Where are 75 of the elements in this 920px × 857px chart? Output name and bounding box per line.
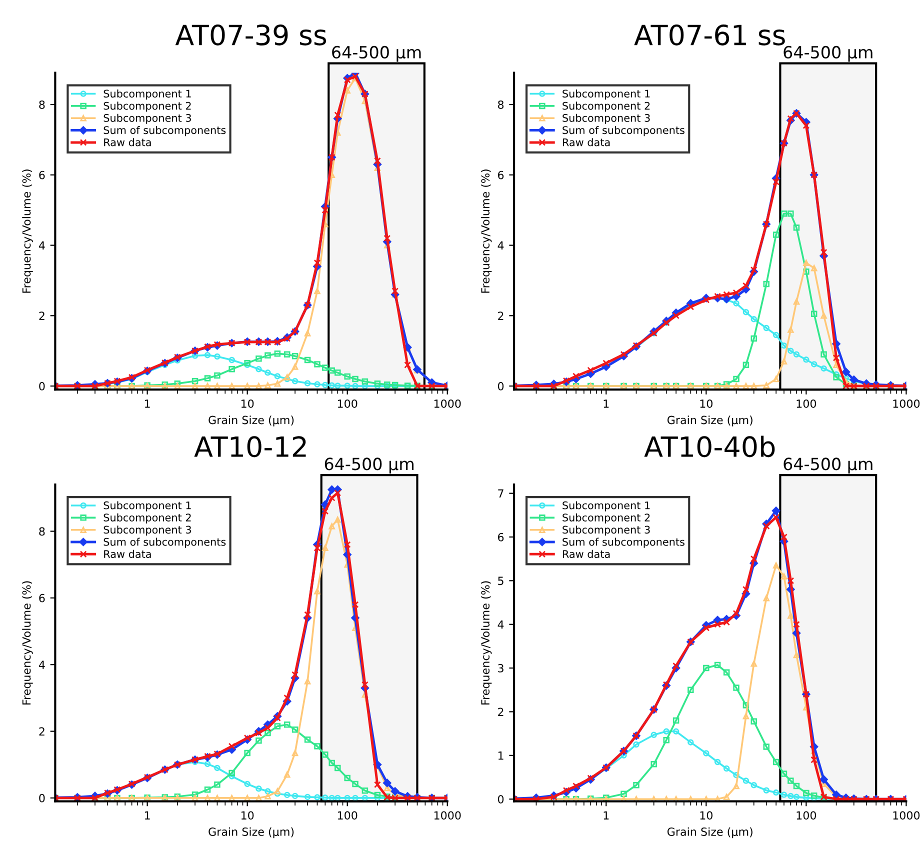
legend-label: Sum of subcomponents [562,126,684,136]
legend-label: Subcomponent 2 [104,513,191,524]
legend-label: Subcomponent 1 [562,501,650,512]
chart-title: AT10-12 [194,436,306,458]
x-tick-label: 1000 [434,399,461,408]
legend-label: Raw data [562,138,610,146]
y-tick-label: 0 [39,794,45,802]
x-tick-label: 1 [144,400,150,408]
y-tick-label: 6 [498,170,504,180]
legend-label: Sum of subcomponents [104,126,226,136]
x-tick-label: 100 [338,811,358,820]
x-tick-label: 10 [241,399,254,408]
legend-label: Subcomponent 3 [562,526,650,536]
legend-label: Sum of subcomponents [104,538,226,548]
legend-label: Subcomponent 2 [104,102,191,112]
x-axis-title: Grain Size (µm) [208,827,294,838]
legend-label: Subcomponent 3 [562,114,650,124]
y-tick-label: 8 [39,527,45,536]
y-tick-label: 4 [498,620,504,629]
x-tick-label: 1 [604,811,609,820]
y-tick-label: 8 [498,100,504,109]
chart-title: AT07-61 ss [634,24,785,46]
legend-label: Subcomponent 2 [562,513,650,524]
legend-label: Subcomponent 3 [104,526,191,536]
y-axis-title: Frequency/Volume (%) [22,581,33,704]
legend-label: Subcomponent 1 [104,501,191,512]
x-axis-title: Grain Size (µm) [667,416,752,426]
legend-label: Sum of subcomponents [562,538,684,548]
legend-label: Subcomponent 2 [562,102,650,112]
y-tick-label: 2 [39,312,44,320]
x-tick-label: 1 [144,811,150,820]
x-tick-label: 1 [604,400,609,408]
y-tick-label: 6 [498,532,504,542]
y-axis-title: Frequency/Volume (%) [480,170,492,293]
y-tick-label: 2 [498,312,504,320]
x-tick-label: 1000 [893,399,920,408]
legend-label: Raw data [562,550,610,558]
legend-label: Subcomponent 1 [104,90,191,100]
band-label: 64-500 µm [784,46,872,62]
x-axis-title: Grain Size (µm) [667,827,752,838]
x-tick-label: 100 [796,399,816,408]
y-tick-label: 2 [498,708,504,716]
x-tick-label: 100 [338,399,358,408]
band-label: 64-500 µm [332,46,421,62]
y-tick-label: 8 [39,100,45,109]
y-tick-label: 0 [39,382,45,390]
y-tick-label: 1 [498,752,504,760]
y-tick-label: 0 [498,382,504,390]
y-tick-label: 6 [39,170,45,180]
x-tick-label: 1000 [434,811,461,820]
chart-title: AT10-40b [644,436,775,458]
legend-label: Raw data [104,550,151,558]
y-axis-title: Frequency/Volume (%) [22,170,33,293]
y-tick-label: 6 [39,594,45,602]
y-tick-label: 4 [498,241,504,250]
band-label: 64-500 µm [324,458,414,474]
x-tick-label: 1000 [893,811,920,820]
x-tick-label: 10 [700,811,712,820]
y-tick-label: 5 [498,576,504,586]
legend-label: Subcomponent 1 [562,90,650,100]
y-tick-label: 2 [39,727,44,736]
x-tick-label: 10 [241,811,254,820]
x-tick-label: 10 [700,399,712,408]
y-axis-title: Frequency/Volume (%) [480,581,492,704]
y-tick-label: 0 [498,795,504,804]
x-tick-label: 100 [796,811,816,820]
band-label: 64-500 µm [784,458,872,474]
legend-label: Raw data [104,138,151,146]
y-tick-label: 7 [498,489,504,498]
legend-label: Subcomponent 3 [104,114,191,124]
chart-title: AT07-39 ss [175,24,326,46]
x-axis-title: Grain Size (µm) [208,416,294,426]
y-tick-label: 4 [38,660,45,669]
y-tick-label: 4 [38,241,45,250]
y-tick-label: 3 [498,664,504,672]
